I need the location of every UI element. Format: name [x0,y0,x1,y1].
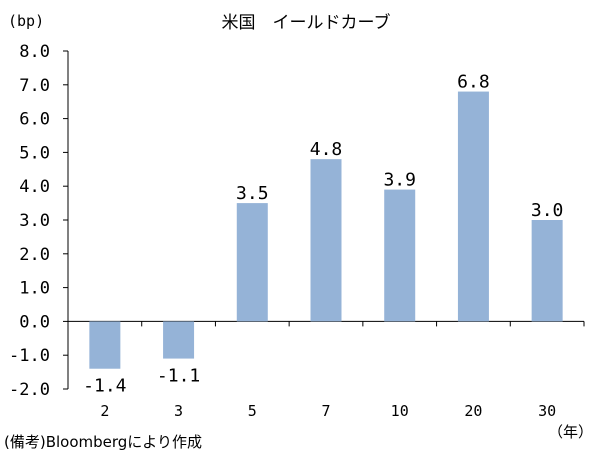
bar [89,321,121,369]
data-label: 6.8 [457,72,490,93]
x-ticks: 2 3 5 7 10 20 30 [67,321,585,420]
y-tick-label: 8.0 [19,42,50,62]
y-axis-unit: (bp) [8,12,44,30]
y-tick-label: 7.0 [19,76,50,96]
bars [89,91,563,369]
y-tick-label: 4.0 [19,177,50,197]
chart-title: 米国 イールドカーブ [222,12,391,33]
x-axis-unit: （年） [548,423,593,441]
bar [163,321,195,359]
data-label: 3.9 [383,170,416,191]
bar [457,91,489,322]
data-labels: -1.4 -1.1 3.5 4.8 3.9 6.8 3.0 [83,72,563,397]
x-tick-label: 30 [538,402,556,420]
x-tick-label: 10 [391,402,409,420]
y-tick-label: 2.0 [19,245,50,265]
y-tick-label: 6.0 [19,110,50,130]
data-label: -1.4 [83,376,126,397]
bar [531,220,563,322]
bar [310,159,342,322]
x-tick-label: 20 [464,402,482,420]
data-label: 4.8 [310,139,343,160]
bar [384,189,416,322]
bar [236,203,268,322]
y-tick-label: -1.0 [9,346,50,366]
y-tick-label: 0.0 [19,312,50,332]
x-tick-label: 2 [100,402,109,420]
y-tick-label: 3.0 [19,211,50,231]
y-tick-label: -2.0 [9,380,50,400]
y-ticks: -2.0 -1.0 0.0 1.0 2.0 3.0 4.0 5.0 6.0 7.0 8.0 [9,42,68,400]
data-label: -1.1 [157,366,200,387]
x-tick-label: 5 [248,402,257,420]
x-tick-label: 3 [174,402,183,420]
data-label: 3.5 [236,183,269,204]
x-tick-label: 7 [321,402,330,420]
data-label: 3.0 [531,200,564,221]
source-note: (備考)Bloombergにより作成 [4,433,202,451]
y-tick-label: 5.0 [19,143,50,163]
y-tick-label: 1.0 [19,279,50,299]
